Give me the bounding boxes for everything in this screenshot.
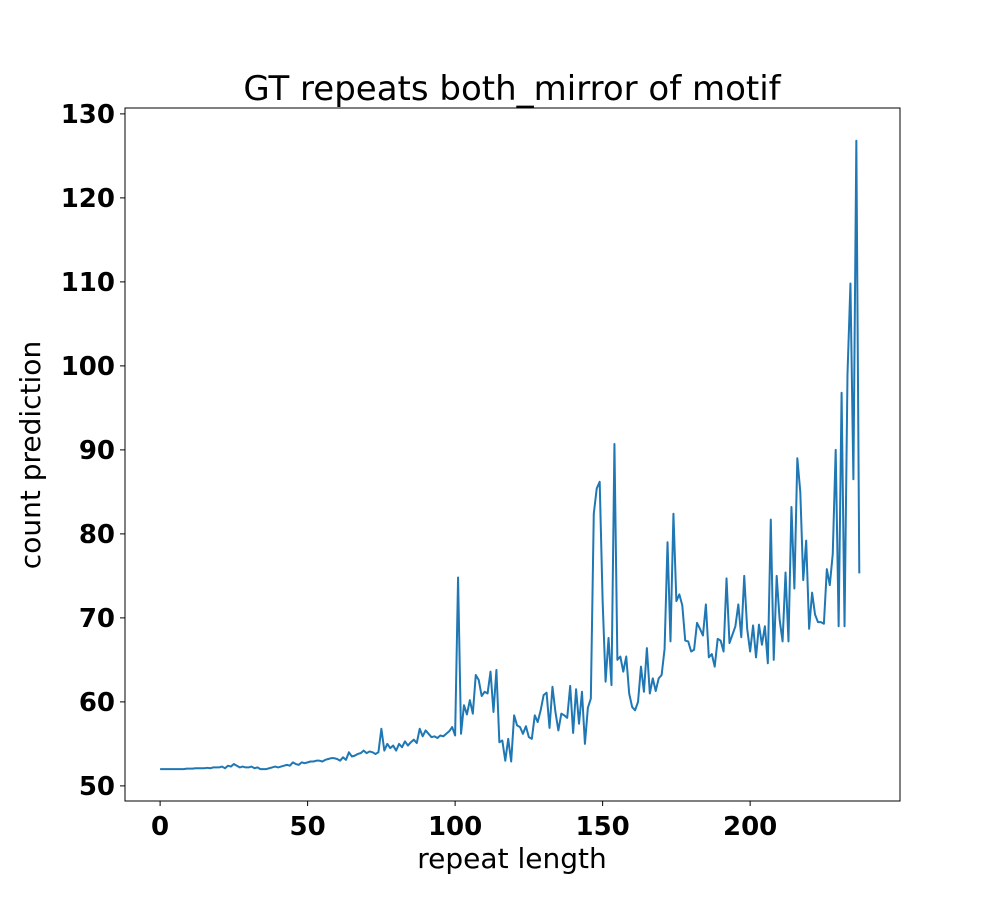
x-tick-label: 50 [290, 812, 326, 842]
y-tick-label: 80 [79, 520, 115, 550]
y-tick-label: 50 [79, 772, 115, 802]
y-tick-label: 110 [61, 268, 115, 298]
y-tick-label: 120 [61, 184, 115, 214]
y-tick-label: 130 [61, 100, 115, 130]
data-line [160, 139, 861, 771]
y-tick-label: 60 [79, 688, 115, 718]
y-tick-label: 70 [79, 604, 115, 634]
y-tick-label: 90 [79, 436, 115, 466]
y-axis-label: count prediction [14, 341, 47, 569]
chart-title: GT repeats both_mirror of motif [243, 69, 781, 109]
x-tick-label: 100 [428, 812, 482, 842]
x-tick-label: 0 [151, 812, 169, 842]
plot-frame [124, 107, 901, 802]
y-tick-label: 100 [61, 352, 115, 382]
x-axis-label: repeat length [417, 842, 606, 875]
x-tick-label: 150 [575, 812, 629, 842]
x-tick-label: 200 [723, 812, 777, 842]
